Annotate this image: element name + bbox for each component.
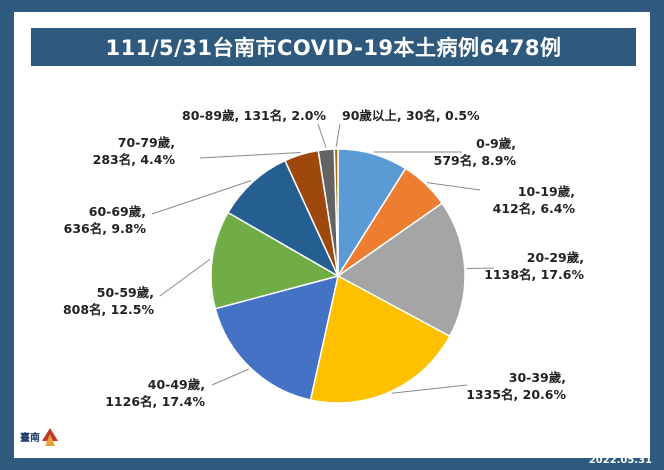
slice-label-40-49歲: 40-49歲, 1126名, 17.4% xyxy=(105,377,205,409)
slice-label-10-19歲: 10-19歲, 412名, 6.4% xyxy=(493,184,576,216)
pie-slice-90歲以上 xyxy=(333,148,339,277)
leader-line-20-29歲 xyxy=(466,267,495,270)
pie-slice-60-69歲 xyxy=(226,159,340,278)
leader-line-10-19歲 xyxy=(426,182,481,191)
pie-slice-50-59歲 xyxy=(210,211,340,310)
slice-label-0-9歲: 0-9歲, 579名, 8.9% xyxy=(434,136,517,168)
pie-slices xyxy=(210,148,466,404)
leader-line-70-79歲 xyxy=(199,152,301,159)
slice-label-20-29歲: 20-29歲, 1138名, 17.6% xyxy=(484,250,584,282)
logo-text: 臺南 xyxy=(20,431,40,444)
leader-line-30-39歲 xyxy=(391,384,468,394)
leader-line-90歲以上 xyxy=(335,123,341,148)
slice-label-70-79歲: 70-79歲, 283名, 4.4% xyxy=(93,135,176,167)
leader-line-50-59歲 xyxy=(159,258,211,297)
pie-slice-40-49歲 xyxy=(214,274,339,401)
footer-date: 2022.05.31 xyxy=(588,455,652,466)
slice-label-80-89歲: 80-89歲, 131名, 2.0% xyxy=(182,108,326,123)
pie-slice-20-29歲 xyxy=(336,202,466,338)
slice-label-60-69歲: 60-69歲, 636名, 9.8% xyxy=(64,204,147,236)
slice-label-90歲以上: 90歲以上, 30名, 0.5% xyxy=(342,108,480,123)
slice-label-50-59歲: 50-59歲, 808名, 12.5% xyxy=(63,285,155,317)
leader-line-60-69歲 xyxy=(151,180,252,215)
pie-slice-30-39歲 xyxy=(309,274,451,404)
leader-lines xyxy=(151,123,495,394)
slice-labels: 0-9歲, 579名, 8.9% 10-19歲, 412名, 6.4% 20-29歲, 1… xyxy=(63,108,585,409)
chart-title: 111/5/31台南市COVID-19本土病例6478例 xyxy=(31,28,636,66)
slice-label-30-39歲: 30-39歲, 1335名, 20.6% xyxy=(466,370,566,402)
leader-line-40-49歲 xyxy=(211,368,249,386)
tainan-logo-icon: 臺南 xyxy=(20,428,58,446)
leader-line-80-89歲 xyxy=(317,123,327,148)
